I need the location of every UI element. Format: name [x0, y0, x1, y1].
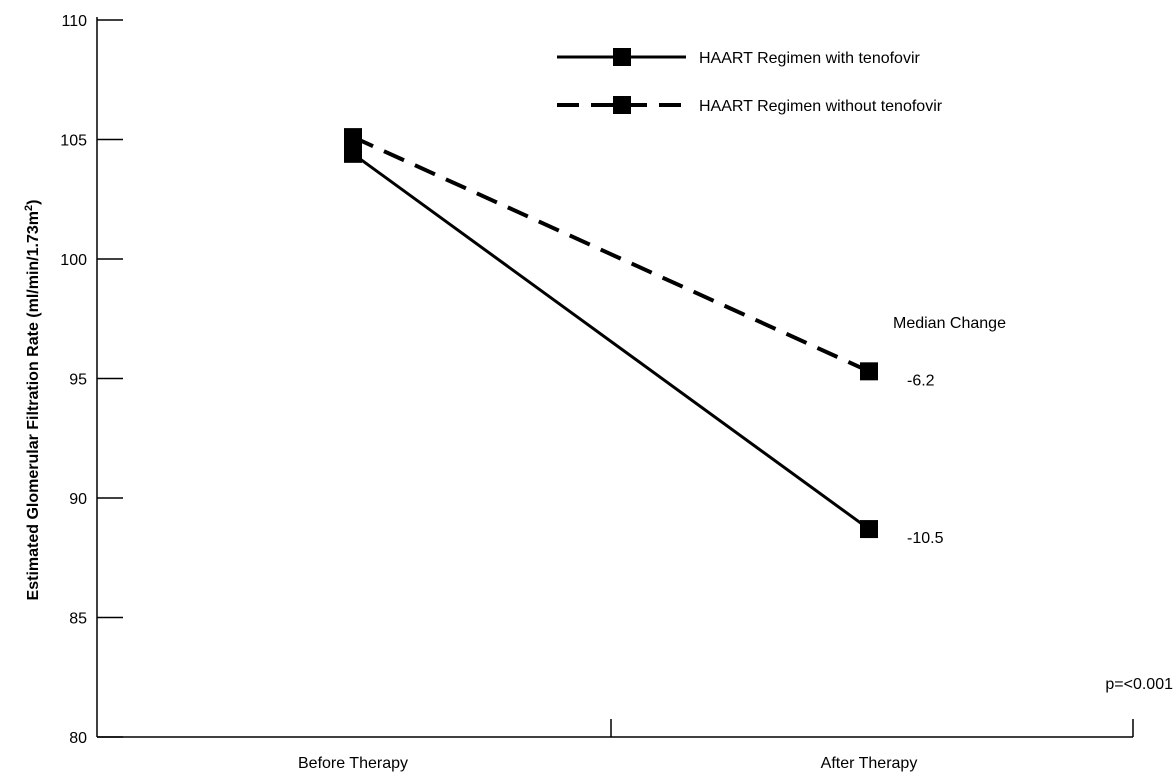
y-tick-label: 80 [69, 730, 87, 747]
data-point-marker [344, 144, 362, 163]
data-point-marker [344, 128, 362, 147]
y-tick-label: 110 [61, 13, 87, 30]
legend: HAART Regimen with tenofovir HAART Regime… [557, 48, 943, 115]
data-point-marker [860, 362, 878, 381]
axes: Before Therapy After Therapy [96, 17, 1134, 772]
legend-marker [613, 96, 631, 114]
y-tick-label: 105 [60, 133, 87, 150]
data-point-marker [860, 520, 878, 539]
y-tick-label: 90 [69, 491, 87, 508]
x-category-label: Before Therapy [298, 755, 408, 772]
series-group [344, 128, 878, 539]
annotations: Median Change -10.5 -6.2 p=<0.001 [893, 315, 1173, 693]
series-line [352, 152, 870, 531]
legend-label: HAART Regimen without tenofovir [699, 98, 943, 115]
p-value-label: p=<0.001 [1105, 676, 1173, 693]
legend-label: HAART Regimen with tenofovir [699, 50, 921, 67]
x-category-label: After Therapy [821, 755, 918, 772]
y-tick-label: 85 [69, 611, 87, 628]
series-line [352, 135, 870, 374]
y-tick-label: 100 [60, 252, 87, 269]
median-change-value: -10.5 [907, 530, 944, 547]
median-change-title: Median Change [893, 315, 1006, 332]
legend-marker [613, 48, 631, 66]
y-tick-label: 95 [69, 372, 87, 389]
y-ticks: 80 85 90 95 100 105 110 [60, 13, 123, 747]
y-axis-label: Estimated Glomerular Filtration Rate (ml… [23, 200, 42, 601]
median-change-value: -6.2 [907, 372, 935, 389]
